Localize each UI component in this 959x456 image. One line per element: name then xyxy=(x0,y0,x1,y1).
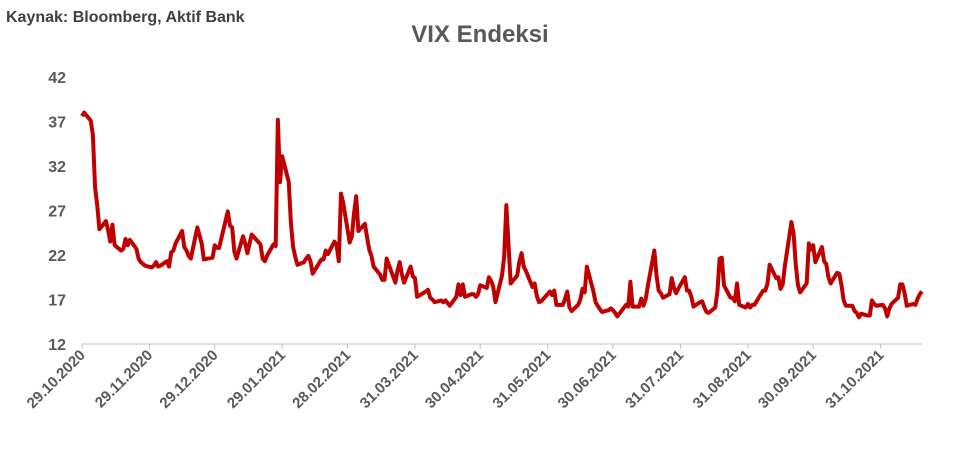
y-tick-label: 17 xyxy=(48,293,66,310)
x-tick-label: 31.05.2021 xyxy=(489,347,554,412)
line-series xyxy=(80,110,924,320)
x-tick-label: 31.10.2021 xyxy=(822,347,887,412)
y-tick-label: 42 xyxy=(48,70,66,87)
x-tick-label: 30.09.2021 xyxy=(755,347,820,412)
x-tick-label: 28.02.2021 xyxy=(289,347,354,412)
x-tick-label: 29.01.2021 xyxy=(224,347,289,412)
x-tick-label: 29.11.2020 xyxy=(92,347,157,412)
y-tick-label: 37 xyxy=(48,115,66,132)
y-tick-label: 27 xyxy=(48,204,66,221)
x-tick-label: 29.12.2020 xyxy=(156,347,221,412)
x-tick-label: 30.04.2021 xyxy=(422,347,487,412)
y-tick-label: 22 xyxy=(48,248,66,265)
x-tick-label: 31.03.2021 xyxy=(357,347,422,412)
x-tick-label: 29.10.2020 xyxy=(24,347,89,412)
source-note: Kaynak: Bloomberg, Aktif Bank xyxy=(6,9,245,26)
y-tick-label: 12 xyxy=(48,337,66,354)
chart-title: VIX Endeksi xyxy=(411,21,548,48)
x-tick-label: 31.07.2021 xyxy=(622,347,687,412)
x-tick-label: 30.06.2021 xyxy=(555,347,620,412)
y-tick-label: 32 xyxy=(48,159,66,176)
x-tick-label: 31.08.2021 xyxy=(690,347,755,412)
